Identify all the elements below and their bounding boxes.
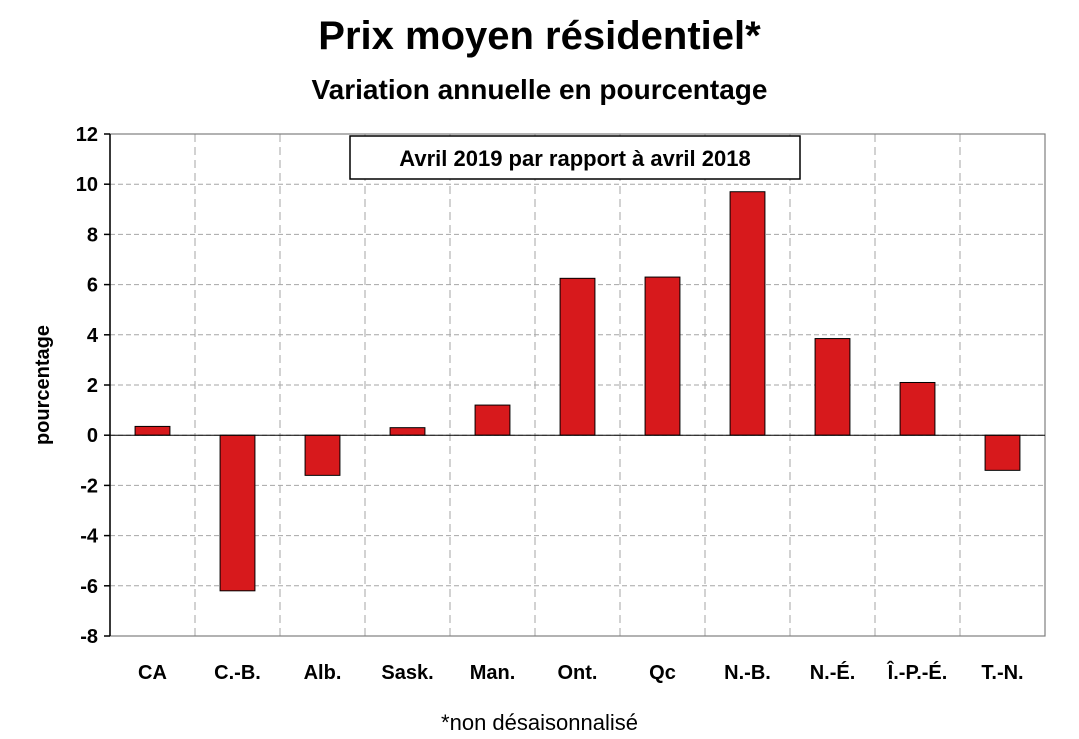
chart-subtitle: Variation annuelle en pourcentage (311, 74, 768, 105)
y-axis-label: pourcentage (32, 325, 54, 445)
bar-8 (814, 338, 851, 436)
bar-4 (474, 404, 511, 436)
x-tick-label: Man. (470, 662, 516, 684)
y-tick-label: -4 (80, 526, 99, 548)
y-tick-label: 8 (87, 224, 98, 246)
bar-9 (899, 381, 936, 436)
footnote: *non désaisonnalisé (441, 710, 638, 735)
y-tick-label: 4 (87, 325, 99, 347)
x-tick-label: Ont. (558, 662, 598, 684)
chart-title: Prix moyen résidentiel* (318, 14, 761, 58)
y-tick-label: 2 (87, 375, 98, 397)
bar-5 (559, 277, 596, 436)
x-tick-label: Î.-P.-É. (887, 660, 948, 684)
y-tick-label: -6 (80, 576, 98, 598)
bar-1 (219, 434, 256, 592)
y-tick-label: 10 (76, 174, 98, 196)
x-tick-label: CA (138, 662, 167, 684)
y-tick-label: 12 (76, 124, 98, 146)
y-tick-label: 0 (87, 425, 98, 447)
y-tick-label: -8 (80, 626, 98, 648)
annotation-box (349, 135, 801, 180)
x-tick-label: N.-É. (810, 661, 856, 684)
bar-3 (389, 427, 426, 436)
x-tick-label: Qc (649, 662, 676, 684)
bar-7 (729, 191, 766, 436)
annotation-text: Avril 2019 par rapport à avril 2018 (399, 146, 750, 171)
x-tick-label: C.-B. (214, 662, 261, 684)
x-tick-label: Sask. (381, 662, 433, 684)
bar-10 (984, 434, 1021, 471)
x-tick-label: N.-B. (724, 662, 771, 684)
bar-6 (644, 276, 681, 436)
y-tick-label: -2 (80, 475, 98, 497)
bar-2 (304, 434, 341, 476)
x-tick-label: T.-N. (981, 662, 1023, 684)
bar-0 (134, 425, 171, 436)
x-tick-label: Alb. (304, 662, 342, 684)
y-tick-label: 6 (87, 275, 98, 297)
